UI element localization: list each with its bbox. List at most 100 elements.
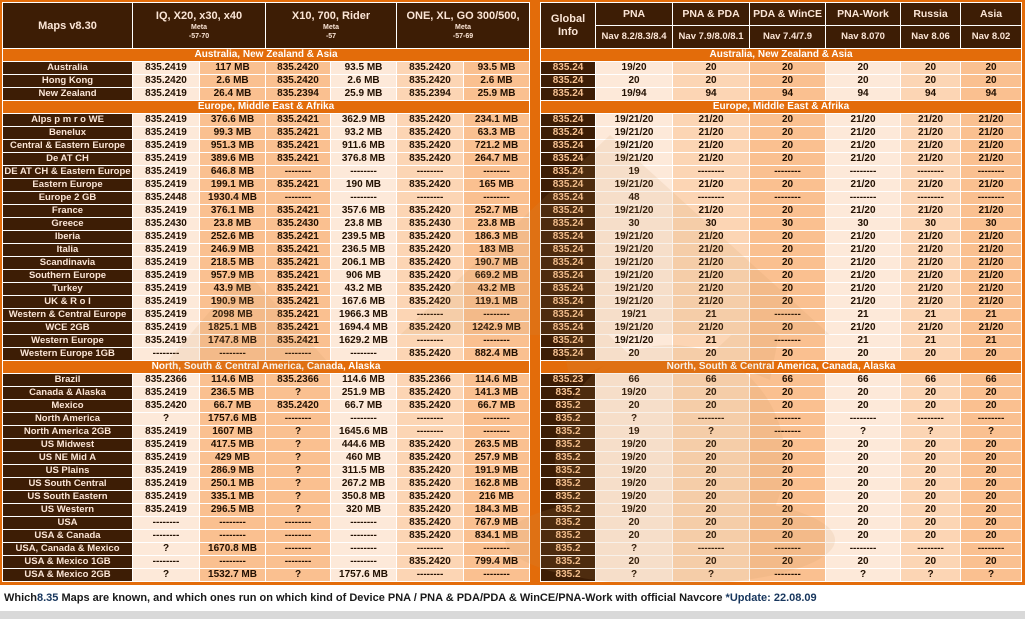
- navcore-compat-cell: ?: [900, 568, 962, 582]
- global-info-cell: 835.2: [540, 451, 597, 465]
- device-name: IQ, X20, x30, x40: [155, 10, 243, 22]
- table-row: 835.23 66 66 66 66 66 66: [540, 373, 1023, 387]
- map-version-cell: --------: [265, 555, 332, 569]
- table-row: De AT CH 835.2419 389.6 MB 835.2421 376.8 MB…: [2, 152, 531, 166]
- navcore-compat-cell: 20: [749, 438, 827, 452]
- global-info-cell: 835.24: [540, 74, 597, 88]
- table-row: 835.2 20 20 20 20 20 20: [540, 529, 1023, 543]
- map-version-cell: 835.2421: [265, 113, 332, 127]
- map-size-cell: 141.3 MB: [463, 386, 531, 400]
- map-size-cell: 951.3 MB: [198, 139, 267, 153]
- table-row: 835.24 19/21/20 21/20 20 21/20 21/20 21/20: [540, 204, 1023, 218]
- navcore-compat-cell: 21/20: [825, 126, 902, 140]
- navcore-compat-cell: 19/20: [595, 438, 674, 452]
- map-version-cell: 835.2419: [132, 386, 200, 400]
- device-name: ONE, XL, GO 300/500,: [406, 10, 520, 22]
- map-size-cell: --------: [463, 165, 531, 179]
- map-version-cell: 835.2420: [396, 516, 465, 530]
- map-size-cell: 43.2 MB: [330, 282, 398, 296]
- map-version-cell: 835.2420: [396, 477, 465, 491]
- device-column-header: PNA & PDA: [672, 2, 751, 26]
- navcore-compat-cell: 21/20: [960, 256, 1023, 270]
- global-info-cell: 835.24: [540, 230, 597, 244]
- section-header-row: Europe, Middle East & Afrika: [540, 100, 1023, 114]
- map-size-cell: 2.6 MB: [198, 74, 267, 88]
- table-row: 835.24 19/21/20 21/20 20 21/20 21/20 21/20: [540, 243, 1023, 257]
- device-column-header: ONE, XL, GO 300/500, Meta -57-69: [396, 2, 531, 49]
- navcore-version-header: Nav 8.06: [900, 25, 962, 49]
- map-size-cell: --------: [330, 555, 398, 569]
- device-column-header: PNA-Work: [825, 2, 902, 26]
- navcore-compat-cell: 21/20: [960, 243, 1023, 257]
- map-version-cell: --------: [396, 412, 465, 426]
- section-header-row: North, South & Central America, Canada, …: [1, 360, 531, 374]
- navcore-compat-cell: 20: [749, 321, 827, 335]
- navcore-compat-cell: 20: [900, 61, 962, 75]
- navcore-compat-cell: 21/20: [825, 230, 902, 244]
- map-size-cell: 23.8 MB: [330, 217, 398, 231]
- table-row: 835.24 20 20 20 20 20 20: [540, 74, 1023, 88]
- map-size-cell: 190.9 MB: [198, 295, 267, 309]
- caption-maps-version: 8.35: [37, 592, 59, 604]
- map-size-cell: --------: [463, 542, 531, 556]
- navcore-compat-cell: 19/94: [595, 87, 674, 101]
- navcore-compat-cell: 20: [749, 555, 827, 569]
- map-version-cell: 835.2419: [132, 282, 200, 296]
- navcore-compat-cell: 20: [825, 61, 902, 75]
- navcore-compat-cell: 94: [900, 87, 962, 101]
- navcore-compat-cell: 20: [595, 529, 674, 543]
- region-label: DE AT CH & Eastern Europe: [2, 165, 133, 179]
- map-size-cell: 1242.9 MB: [463, 321, 531, 335]
- table-row: USA & Mexico 2GB? 1532.7 MB? 1757.6 MB ----…: [2, 568, 531, 582]
- navcore-compat-cell: 19/21/20: [595, 269, 674, 283]
- region-label: US Midwest: [2, 438, 133, 452]
- navcore-compat-cell: 20: [749, 113, 827, 127]
- navcore-compat-cell: 20: [672, 490, 751, 504]
- navcore-compat-cell: 21/20: [672, 230, 751, 244]
- navcore-compat-cell: 21/20: [960, 139, 1023, 153]
- map-version-cell: 835.2421: [265, 321, 332, 335]
- navcore-compat-cell: 20: [900, 399, 962, 413]
- table-row: Western Europe 835.2419 1747.8 MB 835.2421 1…: [2, 334, 531, 348]
- navcore-compat-cell: --------: [749, 165, 827, 179]
- device-meta-label: Meta: [323, 24, 339, 31]
- map-version-cell: ?: [265, 425, 332, 439]
- map-version-cell: ?: [132, 542, 200, 556]
- navcore-compat-cell: --------: [825, 542, 902, 556]
- table-row: 835.2 19/20 20 20 20 20 20: [540, 438, 1023, 452]
- map-version-cell: --------: [396, 334, 465, 348]
- map-version-cell: 835.2419: [132, 126, 200, 140]
- global-info-cell: 835.2: [540, 386, 597, 400]
- map-size-cell: --------: [330, 165, 398, 179]
- navcore-compat-cell: 21/20: [672, 139, 751, 153]
- global-info-cell: 835.2: [540, 464, 597, 478]
- map-size-cell: 114.6 MB: [463, 373, 531, 387]
- table-row: USA & Mexico 1GB -------- -------- --------…: [2, 555, 531, 569]
- map-size-cell: 162.8 MB: [463, 477, 531, 491]
- global-info-cell: 835.24: [540, 87, 597, 101]
- global-info-cell: 835.2: [540, 503, 597, 517]
- map-version-cell: ?: [265, 386, 332, 400]
- map-size-cell: 357.6 MB: [330, 204, 398, 218]
- table-row: UK & R o I 835.2419 190.9 MB 835.2421 167.6 …: [2, 295, 531, 309]
- map-version-cell: ?: [132, 568, 200, 582]
- device-meta-label: Meta: [191, 24, 207, 31]
- map-size-cell: 2.6 MB: [463, 74, 531, 88]
- navcore-compat-cell: 19/20: [595, 490, 674, 504]
- navcore-compat-cell: 20: [749, 269, 827, 283]
- map-size-cell: 43.9 MB: [198, 282, 267, 296]
- navcore-compat-cell: ?: [595, 412, 674, 426]
- navcore-compat-cell: 20: [749, 126, 827, 140]
- navcore-compat-cell: 94: [960, 87, 1023, 101]
- table-row: 835.24 19/21/20 21/20 20 21/20 21/20 21/20: [540, 113, 1023, 127]
- navcore-compat-cell: 20: [960, 529, 1023, 543]
- region-label: Mexico: [2, 399, 133, 413]
- map-version-cell: 835.2419: [132, 139, 200, 153]
- navcore-compat-cell: 20: [672, 61, 751, 75]
- map-version-cell: --------: [132, 347, 200, 361]
- navcore-compat-cell: 20: [960, 74, 1023, 88]
- map-version-cell: 835.2420: [396, 269, 465, 283]
- map-size-cell: 93.5 MB: [463, 61, 531, 75]
- map-size-cell: 236.5 MB: [198, 386, 267, 400]
- device-header-row: Maps v8.30 IQ, X20, x30, x40 Meta -57-70…: [2, 2, 531, 49]
